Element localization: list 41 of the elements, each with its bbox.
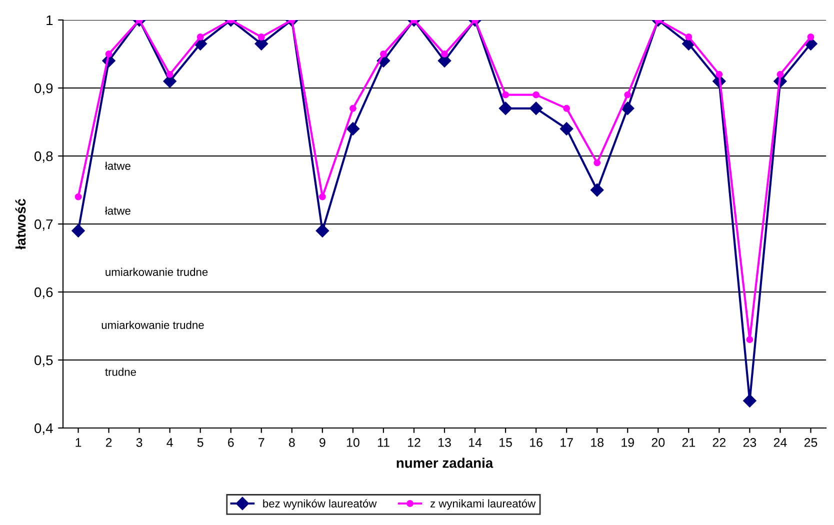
x-tick-label: 23 xyxy=(743,438,756,447)
x-tick-label: 14 xyxy=(469,438,482,447)
y-tick-label: 0,9 xyxy=(34,83,53,95)
y-tick-label: 1 xyxy=(46,15,53,26)
x-tick-label: 16 xyxy=(530,438,542,447)
x-tick-label: 20 xyxy=(652,438,665,447)
x-tick-label: 24 xyxy=(774,438,787,447)
annotation: łatwe xyxy=(105,162,130,170)
x-tick-label: 12 xyxy=(408,438,420,447)
x-tick-label: 8 xyxy=(288,438,295,447)
y-tick-label: 0,7 xyxy=(34,219,53,231)
x-tick-label: 25 xyxy=(804,438,818,447)
x-tick-label: 5 xyxy=(197,438,204,447)
x-tick-label: 17 xyxy=(560,438,573,447)
x-axis-title: numer zadania xyxy=(396,458,494,468)
x-tick-label: 11 xyxy=(378,438,390,447)
x-tick-label: 13 xyxy=(438,438,451,447)
y-tick-label: 0,6 xyxy=(34,287,53,299)
x-tick-label: 19 xyxy=(622,438,634,447)
y-tick-label: 0,8 xyxy=(34,151,53,163)
x-tick-label: 10 xyxy=(346,438,360,447)
x-tick-label: 18 xyxy=(591,438,604,447)
x-tick-label: 6 xyxy=(228,438,234,447)
annotation: umiarkowanie trudne xyxy=(102,320,204,329)
x-tick-label: 3 xyxy=(136,438,142,447)
x-tick-label: 4 xyxy=(166,438,173,447)
y-tick-label: 0,4 xyxy=(34,423,53,435)
annotation: trudne xyxy=(105,368,136,376)
legend-label: z wynikami laureatów xyxy=(430,499,536,510)
x-tick-label: 21 xyxy=(682,438,696,447)
x-tick-label: 2 xyxy=(106,438,112,447)
legend-label: bez wyników laureatów xyxy=(263,499,377,510)
y-axis-title: łatwość xyxy=(15,198,26,250)
x-tick-label: 9 xyxy=(320,438,326,447)
x-tick-label: 1 xyxy=(76,438,82,447)
annotation: umiarkowanie trudne xyxy=(106,268,208,276)
annotation: łatwe xyxy=(105,206,130,215)
x-tick-label: 22 xyxy=(712,438,726,447)
x-tick-label: 7 xyxy=(258,438,264,447)
x-tick-label: 15 xyxy=(500,438,512,447)
y-tick-label: 0,5 xyxy=(34,355,53,367)
